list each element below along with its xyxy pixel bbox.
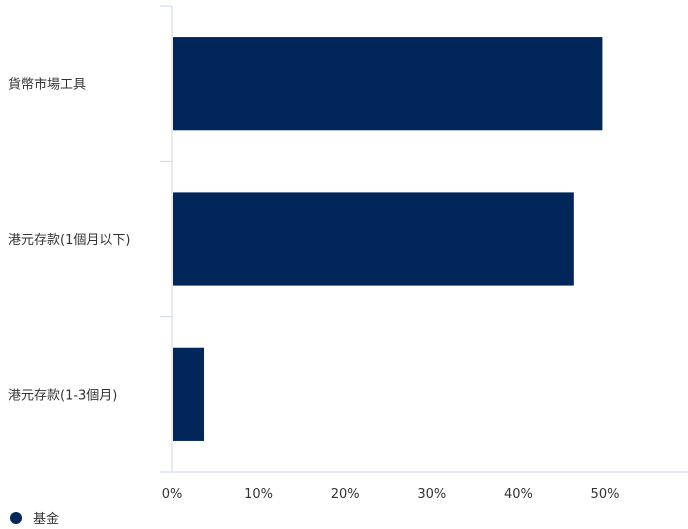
x-tick-labels: 0% 10% 20% 30% 40% 50% [162,487,620,502]
x-tick-label: 40% [504,487,533,502]
legend-marker [10,512,22,524]
axes [160,5,688,473]
category-label: 港元存款(1-3個月) [8,388,117,403]
bar[interactable] [173,192,574,286]
x-tick-label: 50% [591,487,620,502]
x-tick-label: 10% [244,487,273,502]
x-tick-label: 20% [331,487,360,502]
bar[interactable] [173,347,205,441]
x-tick-label: 30% [417,487,446,502]
category-label: 港元存款(1個月以下) [8,233,130,248]
x-tick-label: 0% [162,487,183,502]
category-label: 貨幣市場工具 [8,77,86,93]
bars [173,37,603,441]
legend[interactable]: 基金 [10,511,59,527]
legend-label: 基金 [33,511,59,527]
bar[interactable] [173,37,603,131]
